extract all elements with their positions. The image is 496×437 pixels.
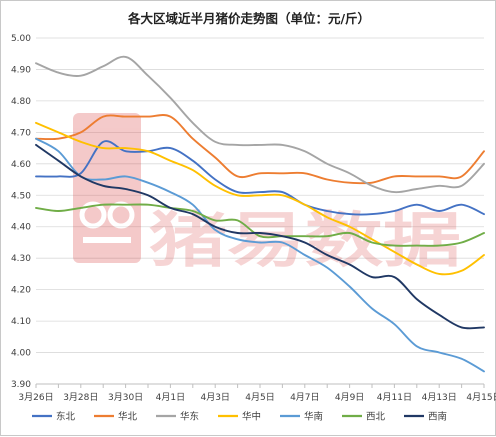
series-line-2 (35, 55, 485, 194)
series-line-3 (35, 121, 485, 276)
x-tick-label: 4月9日 (335, 392, 364, 403)
y-tick-label: 4.30 (11, 254, 31, 264)
series-line-0 (35, 140, 485, 216)
x-tick-label: 4月11日 (377, 392, 412, 403)
y-tick-label: 4.80 (11, 97, 31, 107)
x-tick-label: 4月15日 (466, 392, 496, 403)
y-tick-label: 5.00 (11, 34, 31, 44)
y-tick-label: 4.70 (11, 128, 31, 138)
legend-label: 华北 (118, 411, 138, 423)
series-line-4 (35, 137, 485, 373)
series-lines (35, 55, 485, 373)
x-tick-label: 3月26日 (18, 392, 53, 403)
y-tick-label: 4.90 (11, 65, 31, 75)
series-line-6 (35, 143, 485, 330)
x-tick-label: 3月30日 (108, 392, 143, 403)
legend-label: 西北 (366, 412, 386, 423)
x-tick-label: 3月28日 (63, 392, 98, 403)
chart-title: 各大区域近半月猪价走势图（单位：元/斤） (127, 11, 370, 26)
x-tick-label: 4月3日 (200, 392, 229, 403)
x-tick-label: 4月5日 (245, 392, 274, 403)
y-tick-label: 4.60 (11, 160, 31, 170)
y-tick-label: 3.90 (11, 380, 31, 390)
legend-label: 华中 (242, 411, 261, 423)
series-line-5 (35, 203, 485, 247)
series-line-1 (35, 114, 485, 185)
y-tick-label: 4.00 (11, 349, 31, 359)
legend-label: 华东 (180, 411, 199, 423)
x-tick-label: 4月1日 (156, 392, 185, 403)
watermark-logo-icon (73, 113, 141, 263)
y-tick-label: 4.10 (11, 317, 31, 327)
x-tick-label: 4月13日 (422, 392, 457, 403)
legend-label: 东北 (56, 411, 76, 423)
axes: 5.00 4.90 4.80 4.70 4.60 4.50 4.40 4.30 4.20 4.10… (11, 34, 496, 403)
legend-label: 华南 (304, 411, 323, 423)
y-tick-label: 4.40 (11, 223, 31, 233)
y-tick-label: 4.50 (11, 191, 31, 201)
legend-label: 西南 (428, 411, 447, 423)
legend: 东北 华北 华东 华中 华南 西北 西南 (32, 411, 447, 423)
x-tick-label: 4月7日 (290, 392, 319, 403)
y-tick-label: 4.20 (11, 286, 31, 296)
